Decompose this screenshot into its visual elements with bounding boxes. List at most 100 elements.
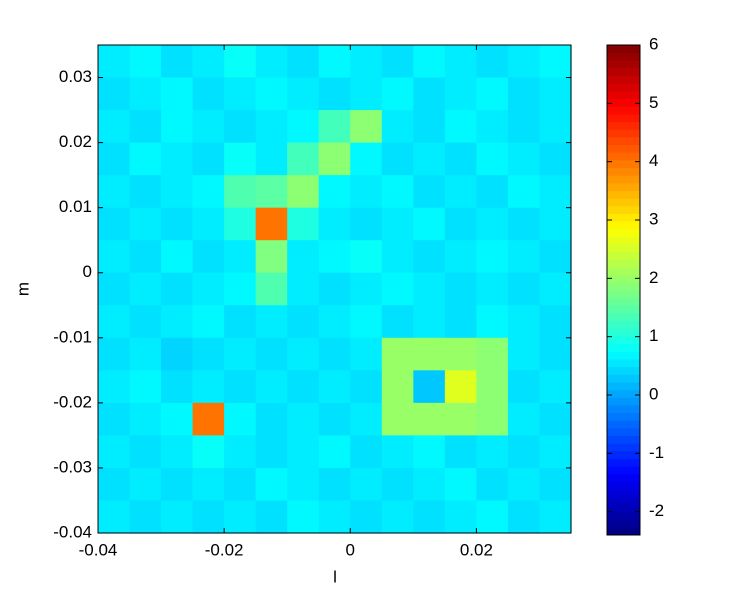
heat-cell [318,370,351,404]
colorbar-step [607,504,640,513]
heat-cell [539,500,572,534]
colorbar-step [607,290,640,299]
heat-cell [476,500,509,534]
heat-cell [255,207,288,241]
heat-cell [413,207,446,241]
heat-cell [350,305,383,339]
heat-cell [224,175,257,209]
heat-cell [129,272,162,306]
heat-cell [444,337,477,371]
colorbar-step [607,67,640,77]
colorbar-step [607,98,640,107]
colorbar-step [607,274,640,283]
heat-cell [318,45,351,79]
colorbar-step [607,320,640,329]
heat-cell [224,370,257,404]
colorbar-step [607,259,640,268]
colorbar [607,45,640,536]
heat-cell [287,77,320,111]
colorbar-step [607,412,640,421]
heat-cell [224,435,257,469]
colorbar-step [607,159,640,168]
heat-cell [413,500,446,534]
colorbar-step [607,343,640,352]
colorbar-step [607,312,640,322]
heat-cell [161,305,194,339]
heat-cell [350,45,383,79]
heat-cell [255,142,288,176]
heat-cell [98,142,131,176]
heat-cell [161,110,194,144]
heat-cell [287,207,320,241]
heat-cell [224,240,257,274]
heat-cell [287,305,320,339]
heat-cell [129,305,162,339]
colorbar-frame [606,44,641,536]
heat-cell [539,142,572,176]
heat-cell [539,272,572,306]
y-tick-label: 0.02 [59,132,92,151]
colorbar-tick-label: 1 [649,326,658,345]
heat-cell [444,435,477,469]
heat-cell [539,175,572,209]
heat-cell [129,467,162,502]
heat-cell [224,142,257,176]
heat-cell [413,240,446,274]
heat-cell [224,500,257,534]
heat-cell [318,500,351,534]
heat-cell [476,45,509,79]
colorbar-tick-label: 0 [649,384,658,403]
heat-cell [287,467,320,502]
heat-cell [350,272,383,306]
heat-cell [129,142,162,176]
heat-cell [350,500,383,534]
heat-cell [161,207,194,241]
heat-cell [476,370,509,404]
heat-cell [255,402,288,436]
heat-cell [192,175,225,209]
colorbar-step [607,175,640,184]
colorbar-step [607,144,640,153]
heat-cell [192,45,225,79]
colorbar-step [607,90,640,100]
colorbar-step [607,481,640,490]
colorbar-step [607,335,640,345]
heat-cell [381,240,414,274]
heat-cell [161,240,194,274]
heat-cell [539,77,572,111]
colorbar-step [607,129,640,138]
heat-cell [476,240,509,274]
colorbar-step [607,443,640,452]
colorbar-step [607,60,640,69]
heat-cell [444,175,477,209]
colorbar-step [607,282,640,291]
heat-cell [444,240,477,274]
colorbar-step [607,236,640,245]
heat-cell [98,240,131,274]
colorbar-step [607,228,640,237]
colorbar-step [607,45,640,54]
colorbar-step [607,182,640,191]
colorbar-step [607,251,640,260]
colorbar-step [607,427,640,436]
heat-cell [98,45,131,79]
heat-cell [413,370,446,404]
heat-cell [507,500,541,534]
colorbar-step [607,328,640,337]
colorbar-step [607,244,640,253]
heat-cell [413,272,446,306]
heat-cell [413,45,446,79]
heat-cell [287,272,320,306]
heat-cell [98,435,131,469]
heat-cell [476,305,509,339]
heat-cell [507,305,541,339]
y-tick-label: 0.01 [59,197,92,216]
x-tick-label: -0.04 [79,540,118,559]
heat-cell [381,110,414,144]
heat-cell [161,370,194,404]
heat-cell [224,305,257,339]
heat-cell [444,500,477,534]
heat-cell [192,402,225,436]
colorbar-step [607,496,640,505]
heat-cell [507,467,541,502]
